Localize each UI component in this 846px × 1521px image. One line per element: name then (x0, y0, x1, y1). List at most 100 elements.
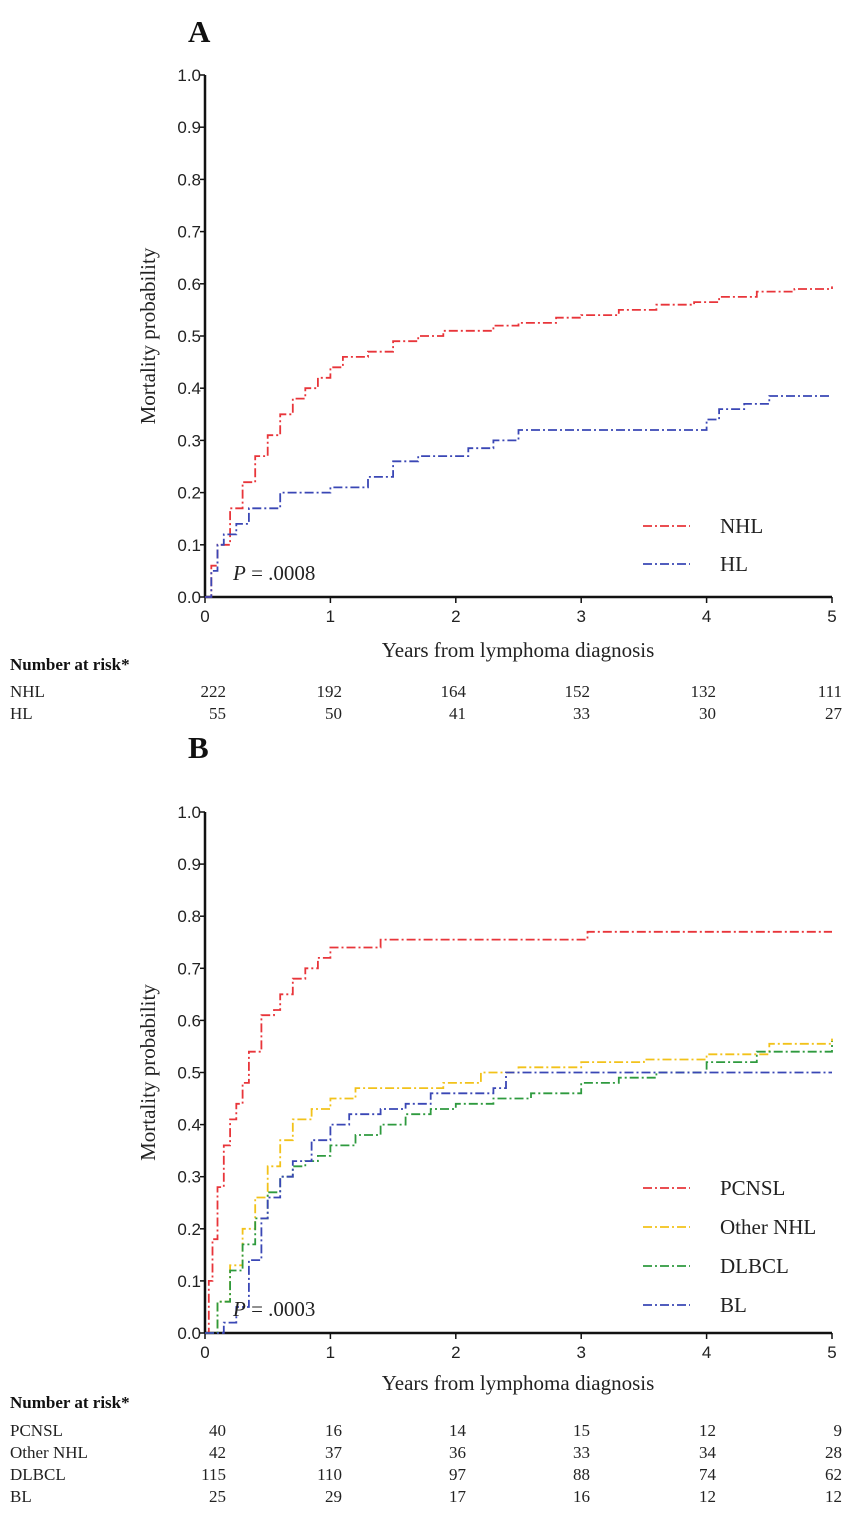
risk-value: 152 (565, 682, 591, 701)
y-tick-label: 1.0 (177, 66, 201, 85)
y-tick-label: 0.1 (177, 1272, 201, 1291)
legend-label: HL (720, 552, 748, 576)
x-tick-label: 4 (702, 1343, 711, 1362)
series-line-pcnsl (205, 930, 832, 1334)
risk-value: 192 (317, 682, 343, 701)
risk-value: 132 (691, 682, 717, 701)
x-tick-label: 2 (451, 607, 460, 626)
risk-row-label: HL (10, 704, 33, 723)
series-line-other-nhl (205, 1038, 833, 1334)
y-tick-label: 0.2 (177, 484, 201, 503)
legend-label: NHL (720, 514, 763, 538)
series-line-bl (205, 1071, 832, 1334)
risk-value: 25 (209, 1487, 226, 1506)
y-axis-title: Mortality probability (136, 247, 160, 424)
x-tick-label: 2 (451, 1343, 460, 1362)
risk-value: 50 (325, 704, 342, 723)
risk-value: 97 (449, 1465, 467, 1484)
y-tick-label: 0.3 (177, 1168, 201, 1187)
y-tick-label: 0.3 (177, 431, 201, 450)
p-value: = .0008 (246, 561, 316, 585)
x-tick-label: 4 (702, 607, 711, 626)
x-axis-title: Years from lymphoma diagnosis (382, 1371, 655, 1395)
risk-value: 115 (201, 1465, 226, 1484)
risk-row-label: DLBCL (10, 1465, 66, 1484)
y-tick-label: 0.2 (177, 1220, 201, 1239)
risk-value: 42 (209, 1443, 226, 1462)
risk-value: 16 (573, 1487, 590, 1506)
panel-a: A 0.0 0.1 0.2 0.3 0.4 0.5 0.6 0.7 0.8 0.9 1.0 0 1 2 3 4 5… (10, 14, 843, 723)
x-tick-label: 0 (200, 607, 209, 626)
series-line-hl (205, 395, 832, 598)
y-tick-label: 0.6 (177, 1011, 201, 1030)
risk-value: 15 (573, 1421, 590, 1440)
risk-value: 17 (449, 1487, 467, 1506)
risk-value: 28 (825, 1443, 842, 1462)
risk-value: 30 (699, 704, 716, 723)
y-tick-label: 0.5 (177, 1064, 201, 1083)
risk-value: 62 (825, 1465, 842, 1484)
risk-value: 111 (818, 682, 842, 701)
panel-label: B (188, 730, 209, 765)
y-tick-label: 0.4 (177, 379, 201, 398)
y-tick-label: 0.8 (177, 170, 201, 189)
panel-label: A (188, 14, 211, 49)
risk-value: 29 (325, 1487, 342, 1506)
risk-value: 74 (699, 1465, 717, 1484)
x-tick-label: 1 (326, 1343, 335, 1362)
y-tick-label: 0.8 (177, 907, 201, 926)
risk-row-label: Other NHL (10, 1443, 88, 1462)
y-tick-label: 1.0 (177, 803, 201, 822)
y-tick-label: 0.5 (177, 327, 201, 346)
risk-value: 9 (834, 1421, 843, 1440)
y-tick-label: 0.1 (177, 536, 201, 555)
y-tick-label: 0.9 (177, 855, 201, 874)
risk-value: 222 (201, 682, 227, 701)
series-line-nhl (205, 286, 833, 598)
risk-value: 110 (317, 1465, 342, 1484)
series-line-dlbcl (205, 1041, 833, 1334)
x-tick-label: 5 (827, 607, 836, 626)
x-tick-label: 0 (200, 1343, 209, 1362)
legend-label: DLBCL (720, 1254, 789, 1278)
risk-value: 12 (825, 1487, 842, 1506)
x-tick-label: 3 (576, 1343, 585, 1362)
panel-b: B0.00.10.20.30.40.50.60.70.80.91.00 1 2 3 4 5… (10, 730, 842, 1506)
risk-value: 16 (325, 1421, 342, 1440)
p-label: P (232, 561, 246, 585)
legend-label: PCNSL (720, 1176, 785, 1200)
y-tick-label: 0.0 (177, 588, 201, 607)
x-tick-label: 5 (827, 1343, 836, 1362)
x-tick-label: 1 (326, 607, 335, 626)
risk-value: 33 (573, 1443, 590, 1462)
risk-value: 164 (441, 682, 467, 701)
risk-value: 34 (699, 1443, 717, 1462)
risk-value: 27 (825, 704, 843, 723)
risk-value: 33 (573, 704, 590, 723)
y-tick-label: 0.4 (177, 1116, 201, 1135)
x-axis-title: Years from lymphoma diagnosis (382, 638, 655, 662)
risk-row-label: PCNSL (10, 1421, 63, 1440)
y-axis-title: Mortality probability (136, 984, 160, 1161)
p-value-annotation: P = .0008 (232, 561, 315, 585)
risk-row-label: NHL (10, 682, 45, 701)
risk-row-label: BL (10, 1487, 32, 1506)
p-value: = .0003 (246, 1297, 316, 1321)
x-tick-label: 3 (576, 607, 585, 626)
risk-value: 12 (699, 1487, 716, 1506)
risk-value: 36 (449, 1443, 466, 1462)
risk-value: 88 (573, 1465, 590, 1484)
legend-label: Other NHL (720, 1215, 816, 1239)
p-label: P (232, 1297, 246, 1321)
risk-value: 37 (325, 1443, 343, 1462)
y-tick-label: 0.0 (177, 1324, 201, 1343)
risk-table-title: Number at risk* (10, 1393, 130, 1412)
legend-label: BL (720, 1293, 747, 1317)
p-value-annotation: P = .0003 (232, 1297, 315, 1321)
risk-value: 55 (209, 704, 226, 723)
risk-value: 41 (449, 704, 466, 723)
risk-table-title: Number at risk* (10, 655, 130, 674)
risk-value: 14 (449, 1421, 467, 1440)
y-tick-label: 0.9 (177, 118, 201, 137)
